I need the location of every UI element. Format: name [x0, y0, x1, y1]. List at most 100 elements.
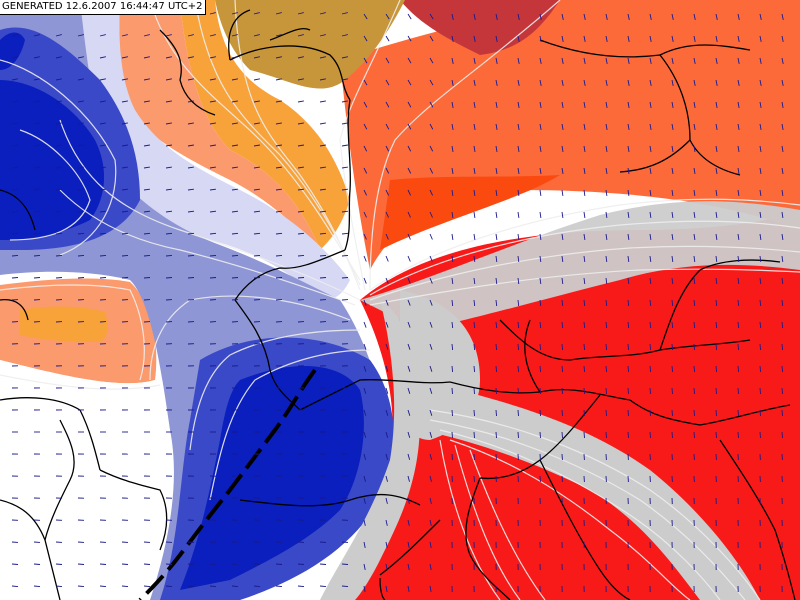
wind-arrow	[451, 57, 454, 64]
border-line	[619, 139, 691, 173]
wind-arrow	[781, 321, 784, 329]
wind-arrow	[319, 78, 326, 81]
wind-arrow	[363, 189, 368, 196]
wind-arrow	[693, 145, 696, 152]
wind-arrow	[77, 34, 84, 37]
wind-arrow	[583, 277, 586, 285]
wind-arrow	[407, 431, 411, 438]
wind-arrow	[297, 277, 305, 279]
wind-arrow	[99, 56, 106, 59]
wind-arrow	[495, 13, 498, 20]
isoline	[0, 374, 161, 390]
wind-arrow	[33, 585, 41, 588]
wind-arrow	[407, 211, 411, 218]
wind-arrow	[627, 57, 630, 64]
wind-arrow	[715, 57, 718, 64]
wind-arrow	[451, 321, 454, 329]
wind-arrow	[693, 189, 696, 196]
wind-arrow	[319, 254, 327, 257]
wind-arrow	[583, 189, 586, 196]
wind-arrow	[539, 101, 542, 108]
wind-arrow	[473, 13, 476, 20]
wind-arrow	[429, 475, 432, 482]
wind-arrow	[561, 321, 564, 329]
wind-arrow	[319, 56, 326, 59]
wind-arrow	[253, 100, 260, 103]
wind-arrow	[781, 233, 784, 240]
wind-arrow	[99, 166, 106, 169]
wind-arrow	[55, 254, 63, 257]
wind-arrow	[473, 57, 476, 64]
wind-arrow	[341, 585, 349, 588]
wind-arrow	[385, 409, 389, 416]
wind-arrow	[473, 189, 476, 196]
wind-arrow	[319, 166, 326, 169]
wind-arrow	[143, 210, 151, 213]
wind-arrow	[187, 210, 195, 213]
wind-arrow	[99, 254, 107, 257]
wind-arrow	[627, 35, 630, 42]
wind-arrow	[33, 122, 40, 125]
wind-arrow	[539, 13, 542, 20]
wind-arrow	[297, 166, 304, 169]
wind-arrow	[341, 34, 348, 37]
wind-arrow	[121, 563, 129, 565]
wind-arrow	[649, 321, 652, 329]
wind-arrow	[275, 100, 282, 103]
wind-arrow	[671, 123, 674, 130]
wind-arrow	[209, 563, 217, 565]
wind-arrow	[121, 56, 128, 59]
wind-arrow	[539, 387, 541, 395]
wind-arrow	[363, 35, 368, 42]
wind-arrow	[759, 211, 762, 218]
wind-arrow	[737, 321, 740, 329]
wind-arrow	[627, 255, 630, 262]
wind-arrow	[231, 166, 238, 169]
wind-arrow	[429, 79, 434, 86]
wind-arrow	[737, 299, 740, 307]
wind-arrow	[385, 519, 388, 526]
wind-arrow	[407, 453, 411, 460]
wind-arrow	[715, 321, 718, 329]
wind-arrow	[407, 299, 411, 306]
wind-arrow	[517, 35, 520, 42]
isoline	[189, 329, 361, 451]
wind-arrow	[385, 35, 390, 42]
wind-arrow	[209, 277, 217, 279]
wind-arrow	[33, 78, 40, 81]
border-line	[44, 419, 75, 541]
wind-arrow	[55, 585, 63, 588]
wind-arrow	[231, 210, 239, 213]
wind-arrow	[275, 56, 282, 59]
wind-arrow	[429, 145, 434, 152]
wind-arrow	[55, 210, 63, 213]
wind-arrow	[341, 210, 349, 213]
light-orange-region-north	[119, 0, 320, 250]
wind-arrow	[11, 56, 18, 59]
wind-arrow	[583, 13, 586, 20]
wind-arrow	[77, 210, 85, 213]
border-line	[379, 577, 386, 600]
wind-arrow	[77, 78, 84, 81]
wind-arrow	[781, 299, 784, 307]
wind-arrow	[605, 79, 608, 86]
wind-arrow	[209, 188, 216, 191]
wind-arrow	[187, 100, 194, 103]
wind-arrow	[77, 122, 84, 125]
wind-arrow	[407, 189, 412, 196]
wind-arrow	[781, 211, 784, 218]
wind-arrow	[517, 321, 520, 329]
wind-arrow	[121, 34, 128, 37]
wind-arrow	[473, 299, 476, 307]
wind-arrow	[121, 100, 128, 103]
wind-arrow	[473, 431, 475, 439]
wind-arrow	[385, 211, 389, 218]
wind-arrow	[297, 563, 305, 565]
wind-arrow	[539, 365, 542, 373]
wind-arrow	[693, 343, 696, 351]
wind-arrow	[715, 123, 718, 130]
wind-arrow	[33, 254, 41, 257]
wind-arrow	[605, 299, 608, 307]
wind-arrow	[517, 409, 519, 417]
wind-arrow	[781, 101, 784, 108]
